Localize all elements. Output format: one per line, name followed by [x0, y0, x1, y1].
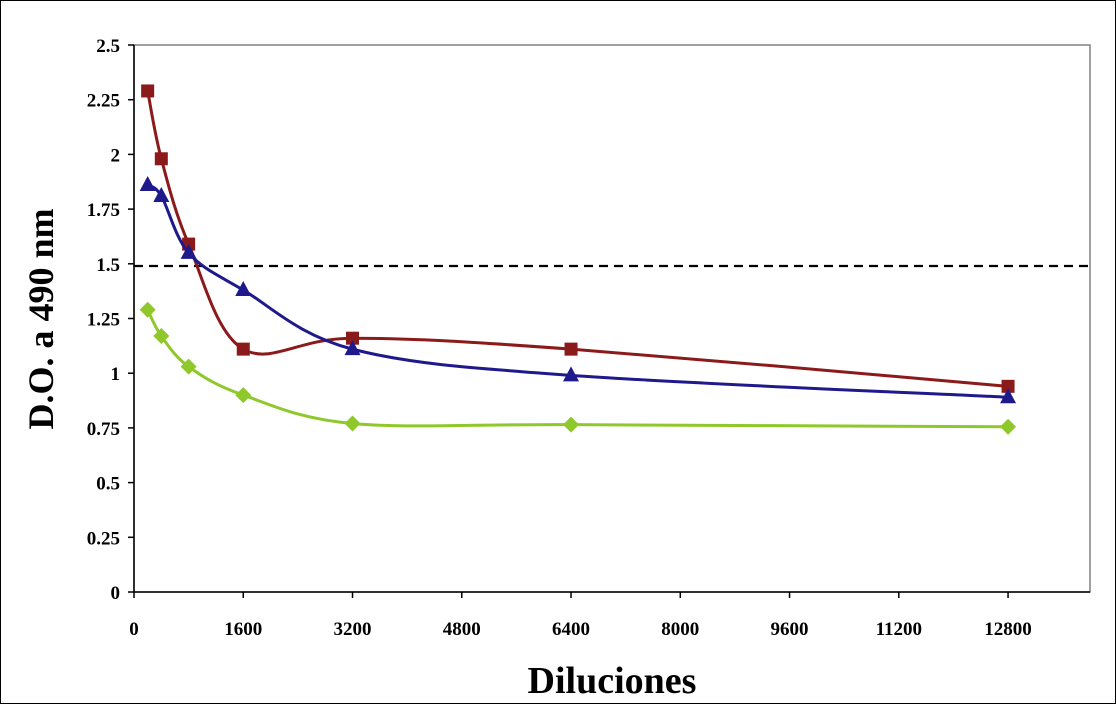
diamond-marker — [1000, 418, 1017, 435]
y-tick-label: 1.5 — [96, 255, 120, 276]
square-marker — [141, 84, 155, 98]
x-tick-label: 12800 — [984, 619, 1032, 640]
triangle-marker — [344, 340, 361, 356]
x-tick-label: 4800 — [443, 619, 481, 640]
diamond-marker — [180, 358, 197, 375]
x-tick-label: 6400 — [552, 619, 590, 640]
x-tick-label: 11200 — [876, 619, 922, 640]
y-tick-label: 2 — [111, 145, 121, 166]
square-marker — [236, 342, 250, 356]
triangle-marker — [235, 281, 252, 297]
x-tick-label: 1600 — [224, 619, 262, 640]
triangle-marker — [563, 366, 580, 382]
y-tick-label: 0 — [111, 583, 121, 604]
diamond-marker — [153, 328, 170, 345]
y-tick-label: 2.25 — [87, 91, 120, 112]
square-marker — [1001, 379, 1015, 393]
diamond-marker — [235, 387, 252, 404]
triangle-marker — [153, 186, 170, 202]
x-tick-label: 8000 — [661, 619, 699, 640]
y-tick-label: 2.5 — [96, 36, 120, 57]
plot-area — [133, 44, 1091, 593]
series-1 — [141, 84, 1015, 393]
y-tick-label: 1.25 — [87, 310, 120, 331]
x-tick-label: 0 — [129, 619, 139, 640]
y-tick-label: 1.75 — [87, 200, 120, 221]
square-marker — [346, 331, 360, 345]
triangle-marker — [139, 176, 156, 192]
x-axis-title: Diluciones — [528, 660, 697, 702]
x-tick-label: 9600 — [771, 619, 809, 640]
x-tick-label: 3200 — [334, 619, 372, 640]
square-marker — [564, 342, 578, 356]
diamond-marker — [344, 415, 361, 432]
triangle-marker — [1000, 388, 1017, 404]
y-axis-title: D.O. a 490 nm — [21, 208, 61, 429]
series-3 — [139, 301, 1017, 435]
series-layer — [139, 84, 1017, 435]
triangle-marker — [180, 243, 197, 259]
y-tick-label: 0.25 — [87, 528, 120, 549]
series-line — [146, 183, 1009, 399]
series-line — [146, 90, 1009, 388]
diamond-marker — [139, 301, 156, 318]
y-axis-ticks: 0 0.25 0.5 0.75 1 1.25 1.5 1.75 2 2.25 2.5 — [87, 36, 134, 604]
square-marker — [154, 152, 168, 166]
x-axis-ticks: 0 1600 3200 4800 6400 8000 9600 11200 12800 — [129, 592, 1032, 640]
series-2 — [139, 176, 1017, 404]
diamond-marker — [563, 416, 580, 433]
y-tick-label: 0.75 — [87, 419, 120, 440]
y-tick-label: 0.5 — [96, 474, 120, 495]
y-tick-label: 1 — [111, 364, 121, 385]
